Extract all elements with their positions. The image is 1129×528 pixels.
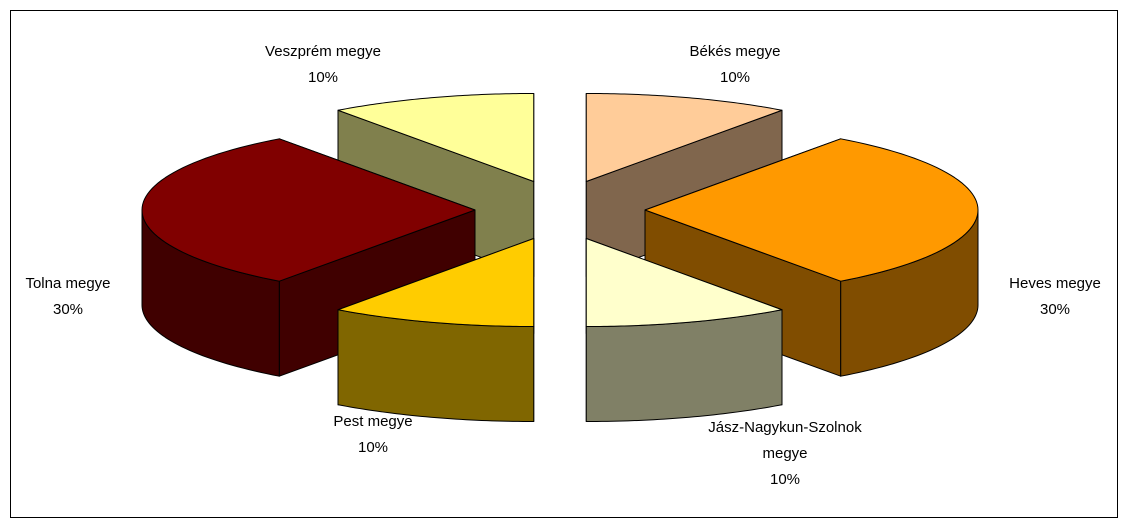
slice-value-label: 10%: [307, 69, 339, 86]
slice-label: Pest megye: [333, 413, 413, 430]
slice-value-label: 10%: [357, 439, 389, 456]
slice-value-label: 30%: [1039, 301, 1071, 318]
slice-value-label: 30%: [52, 301, 84, 318]
slice-label: Heves megye: [1009, 275, 1101, 292]
slice-value-label: 10%: [719, 69, 751, 86]
slice-label: Békés megye: [689, 43, 781, 60]
slice-label: Jász-Nagykun-Szolnok megye: [708, 419, 862, 462]
slice: [585, 238, 783, 328]
slice-value-label: 10%: [769, 471, 801, 488]
slice: [141, 138, 476, 282]
slice-label: Veszprém megye: [265, 43, 381, 60]
slice: [337, 92, 535, 182]
slice: [644, 138, 979, 282]
slice: [337, 238, 535, 328]
slice-label: Tolna megye: [25, 275, 111, 292]
slice: [585, 92, 783, 182]
